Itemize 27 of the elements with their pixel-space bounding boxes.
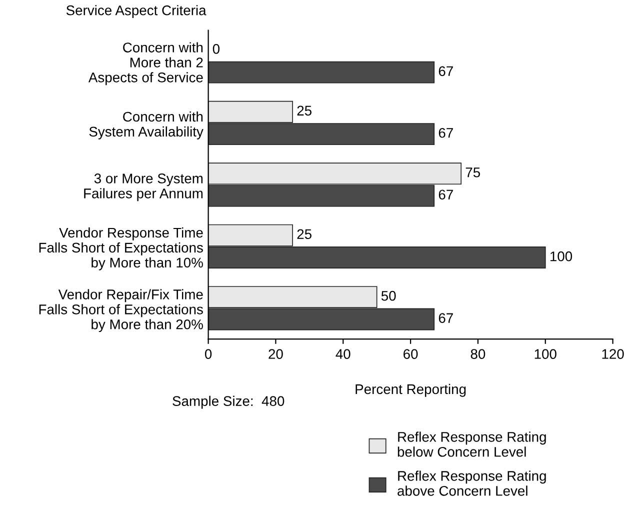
x-tick-label: 120 [602, 349, 624, 359]
text: Sample Size: 480 [172, 396, 284, 409]
legend-label: Reflex Response Rating above Concern Level [398, 470, 546, 496]
data-label: 67 [438, 313, 453, 323]
data-label: 75 [466, 168, 480, 178]
legend-label: Reflex Response Rating below Concern Level [398, 432, 546, 457]
x-tick-label: 20 [268, 349, 283, 359]
y-tick-label: 3 or More System Failures per Annum [84, 174, 203, 202]
y-tick-label: Concern with System Availability [89, 111, 204, 140]
y-tick-label: Vendor Response Time Falls Short of Expectations by More than 10% [39, 227, 203, 270]
x-tick-label: 40 [336, 349, 350, 359]
data-label: 25 [297, 229, 312, 240]
data-label: 0 [212, 44, 220, 54]
data-label: 67 [438, 190, 453, 200]
y-tick-label: Concern with More than 2 Aspects of Service [88, 42, 203, 86]
y-tick-label: Vendor Repair/Fix Time Falls Short of Expectations by More than 20% [39, 289, 203, 332]
chart-title: Service Aspect Criteria [66, 5, 206, 18]
x-tick-label: 100 [534, 349, 556, 359]
x-tick-label: 60 [404, 349, 418, 359]
data-label: 67 [438, 128, 453, 138]
data-label: 25 [297, 106, 312, 116]
x-axis-title: Percent Reporting [356, 384, 466, 397]
data-label: 67 [438, 66, 453, 76]
x-tick-label: 0 [204, 349, 212, 359]
data-label: 50 [381, 290, 396, 301]
x-tick-label: 80 [470, 349, 486, 359]
data-label: 100 [550, 251, 572, 262]
